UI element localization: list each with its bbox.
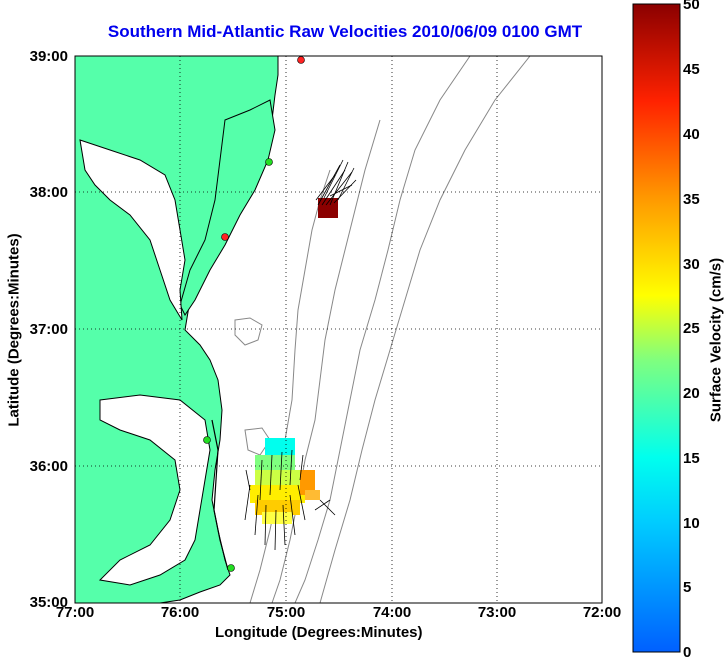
colorbar-tick: 30 xyxy=(683,256,700,273)
colorbar-tick: 45 xyxy=(683,61,700,78)
velocity-patch-north xyxy=(318,198,338,218)
x-tick: 76:00 xyxy=(161,604,199,621)
colorbar-tick: 5 xyxy=(683,579,691,596)
station-marker xyxy=(222,234,229,241)
colorbar-tick: 0 xyxy=(683,644,691,661)
y-tick: 37:00 xyxy=(30,321,68,338)
y-axis-label: Latitude (Degrees:Minutes) xyxy=(6,233,23,426)
station-marker xyxy=(204,437,211,444)
colorbar xyxy=(633,4,680,652)
station-marker xyxy=(298,57,305,64)
colorbar-tick: 25 xyxy=(683,320,700,337)
x-tick: 75:00 xyxy=(267,604,305,621)
colorbar-tick: 10 xyxy=(683,515,700,532)
x-tick: 74:00 xyxy=(373,604,411,621)
station-marker xyxy=(266,159,273,166)
colorbar-tick: 40 xyxy=(683,126,700,143)
y-tick: 38:00 xyxy=(30,184,68,201)
x-axis-label: Longitude (Degrees:Minutes) xyxy=(215,624,423,641)
colorbar-tick: 15 xyxy=(683,450,700,467)
station-marker xyxy=(228,565,235,572)
colorbar-label: Surface Velocity (cm/s) xyxy=(708,258,724,422)
y-tick: 36:00 xyxy=(30,458,68,475)
x-tick: 72:00 xyxy=(583,604,621,621)
y-tick: 39:00 xyxy=(30,48,68,65)
colorbar-tick: 50 xyxy=(683,0,700,13)
colorbar-tick: 35 xyxy=(683,191,700,208)
x-tick: 77:00 xyxy=(56,604,94,621)
colorbar-tick: 20 xyxy=(683,385,700,402)
x-tick: 73:00 xyxy=(478,604,516,621)
